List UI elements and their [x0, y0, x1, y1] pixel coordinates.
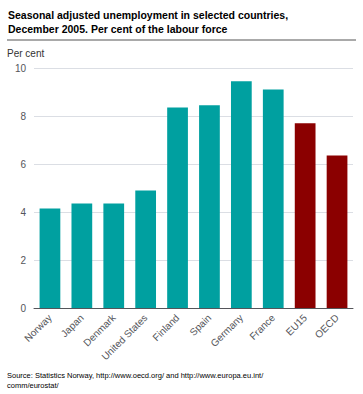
svg-text:OECD: OECD: [313, 312, 341, 340]
svg-text:EU15: EU15: [284, 312, 310, 338]
svg-text:6: 6: [20, 159, 26, 170]
svg-text:Spain: Spain: [187, 312, 213, 338]
svg-text:10: 10: [15, 63, 27, 74]
svg-text:2: 2: [20, 255, 26, 266]
svg-text:Norway: Norway: [22, 312, 54, 344]
svg-text:France: France: [247, 312, 277, 342]
svg-text:8: 8: [20, 111, 26, 122]
svg-text:0: 0: [20, 303, 26, 314]
svg-text:Seasonal adjusted unemployment: Seasonal adjusted unemployment in select…: [8, 9, 288, 21]
svg-text:United States: United States: [99, 312, 149, 362]
svg-text:Japan: Japan: [59, 312, 86, 339]
svg-text:4: 4: [20, 207, 26, 218]
svg-text:Source: Statistics Norway, htt: Source: Statistics Norway, http://www.oe…: [7, 371, 264, 380]
svg-text:Germany: Germany: [208, 312, 245, 349]
svg-text:Denmark: Denmark: [81, 312, 118, 349]
svg-text:December 2005. Per cent of the: December 2005. Per cent of the labour fo…: [8, 23, 228, 35]
svg-text:Per cent: Per cent: [7, 48, 44, 59]
svg-text:comm/eurostat/: comm/eurostat/: [7, 381, 60, 390]
svg-text:Finland: Finland: [151, 312, 182, 343]
